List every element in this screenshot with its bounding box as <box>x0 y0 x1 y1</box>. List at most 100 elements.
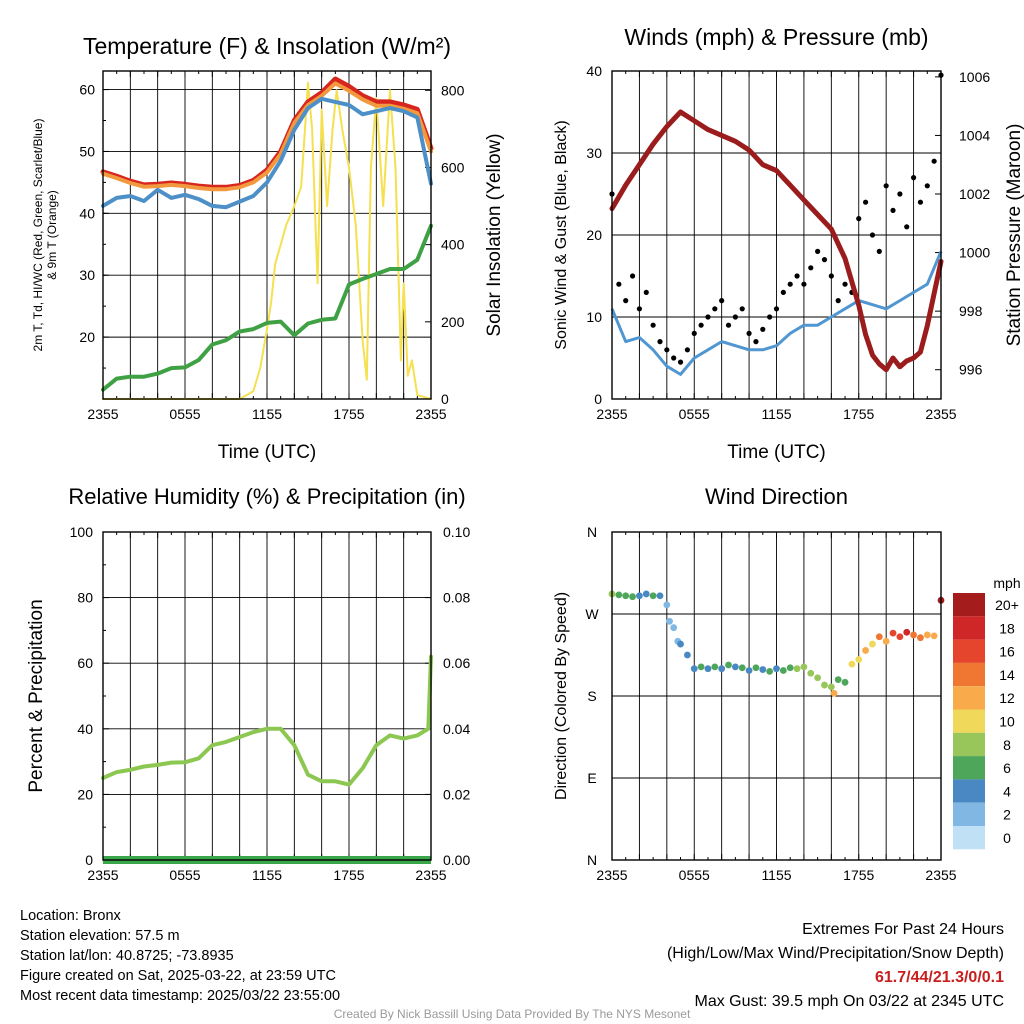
solar-ylabel: Solar Insolation (Yellow) <box>484 133 505 336</box>
rh-ytick-label: 40 <box>77 721 93 737</box>
pressure-ytick-label: 1002 <box>959 186 990 202</box>
wind-xtick-label: 2355 <box>925 406 956 422</box>
rh-ytick-label: 80 <box>77 590 93 606</box>
direction-point <box>642 590 650 598</box>
direction-point <box>663 601 671 609</box>
rh-xtick-label: 2355 <box>87 867 118 883</box>
gust-point <box>917 199 924 205</box>
rh-ytick-label: 60 <box>77 655 93 671</box>
legend-label: 2 <box>1003 807 1011 823</box>
wind-panel: 0 10 20 30 40 996 998 1000 1002 1004 1006 2355 0555 1… <box>553 24 1024 463</box>
direction-point <box>615 591 623 599</box>
direction-point <box>677 640 684 648</box>
gust-point <box>773 306 780 312</box>
dir-ytick-label: N <box>587 524 597 540</box>
legend-label: 14 <box>999 667 1015 683</box>
gust-point <box>712 306 718 312</box>
direction-point <box>855 656 863 663</box>
gust-point <box>698 322 704 328</box>
gust-point <box>760 326 766 332</box>
precip-ytick-label: 0.08 <box>443 590 470 606</box>
direction-point <box>752 664 760 672</box>
series-line-rh <box>101 654 433 787</box>
gust-point <box>780 289 786 295</box>
legend-swatch <box>953 732 985 757</box>
location-text: Location: Bronx <box>20 908 121 924</box>
recent-text: Most recent data timestamp: 2025/03/22 2… <box>20 988 341 1004</box>
direction-point <box>875 633 883 641</box>
rh-ylabel-group: Percent & Precipitation <box>26 599 47 792</box>
legend-swatch <box>953 686 985 710</box>
gust-point <box>725 322 732 328</box>
pressure-ytick-label: 996 <box>959 362 983 378</box>
wind-ytick-label: 30 <box>586 145 602 161</box>
direction-point <box>636 592 643 600</box>
legend-label: 8 <box>1003 737 1011 753</box>
gust-point <box>897 191 903 197</box>
rh-ytick-label: 100 <box>70 524 94 540</box>
direction-point <box>834 676 842 683</box>
direction-point <box>869 640 876 648</box>
rh-frame <box>102 531 432 861</box>
gust-point <box>671 355 677 361</box>
legend-label: 4 <box>1003 783 1011 799</box>
precip-ytick-label: 0.00 <box>443 852 470 868</box>
speed-legend: mph 20+ 18 16 14 12 10 8 6 4 2 0 <box>953 575 1021 850</box>
series-line-9m-t <box>101 81 433 192</box>
legend-swatch <box>953 826 985 850</box>
precip-ytick-label: 0.04 <box>443 721 470 737</box>
gust-point <box>664 347 670 353</box>
direction-point <box>725 661 732 669</box>
dir-xtick-label: 2355 <box>596 867 627 883</box>
direction-point <box>697 663 705 671</box>
gust-point <box>616 281 622 287</box>
direction-point <box>649 592 657 600</box>
solar-ytick-label: 800 <box>441 82 465 98</box>
gust-point <box>828 273 834 279</box>
extremes-values: 61.7/44/21.3/0/0.1 <box>875 969 1004 986</box>
direction-point <box>629 593 636 601</box>
temp-xtick-label: 1755 <box>333 406 364 422</box>
extremes-title: Extremes For Past 24 Hours <box>802 921 1004 938</box>
legend-swatch <box>953 802 985 826</box>
gust-point <box>746 330 752 336</box>
rh-xtick-label: 1755 <box>333 867 364 883</box>
gust-point <box>767 314 773 320</box>
direction-point <box>830 689 838 697</box>
direction-point <box>910 631 917 639</box>
solar-ylabel-group: Solar Insolation (Yellow) <box>484 133 505 336</box>
dir-ytick-label: S <box>587 688 596 704</box>
dir-title: Wind Direction <box>705 484 848 509</box>
extremes-info: Extremes For Past 24 Hours (High/Low/Max… <box>667 918 1004 1014</box>
direction-point <box>821 681 828 689</box>
wind-ylabel-group: Sonic Wind & Gust (Blue, Black) <box>553 120 570 349</box>
series-line-td <box>101 223 433 392</box>
legend-swatch <box>953 709 985 733</box>
rh-title: Relative Humidity (%) & Precipitation (i… <box>68 484 465 509</box>
direction-point <box>711 663 719 671</box>
legend-label: 6 <box>1003 760 1011 776</box>
rh-xtick-label: 1155 <box>252 867 282 883</box>
temp-frame <box>102 70 432 400</box>
temp-ylabel: 2m T, Td, HI/WC (Red, Green, Scarlet/Blu… <box>31 119 59 352</box>
legend-label: 0 <box>1003 830 1011 846</box>
temp-ytick-label: 30 <box>79 267 95 283</box>
gust-point <box>650 322 656 328</box>
dir-ytick-label: N <box>587 852 597 868</box>
legend-label: 18 <box>999 620 1015 636</box>
direction-point <box>889 629 897 637</box>
pressure-ylabel: Station Pressure (Maroon) <box>1004 124 1024 347</box>
gust-point <box>808 265 814 271</box>
solar-ytick-label: 200 <box>441 314 465 330</box>
gust-point <box>842 281 848 287</box>
extremes-subtitle: (High/Low/Max Wind/Precipitation/Snow De… <box>666 945 1004 962</box>
temp-ytick-label: 50 <box>79 143 95 159</box>
gust-point <box>876 248 882 254</box>
wind-ytick-label: 20 <box>586 227 602 243</box>
direction-point <box>670 624 678 632</box>
wind-ylabel: Sonic Wind & Gust (Blue, Black) <box>553 120 570 349</box>
direction-point <box>718 665 726 673</box>
gust-point <box>684 347 690 353</box>
